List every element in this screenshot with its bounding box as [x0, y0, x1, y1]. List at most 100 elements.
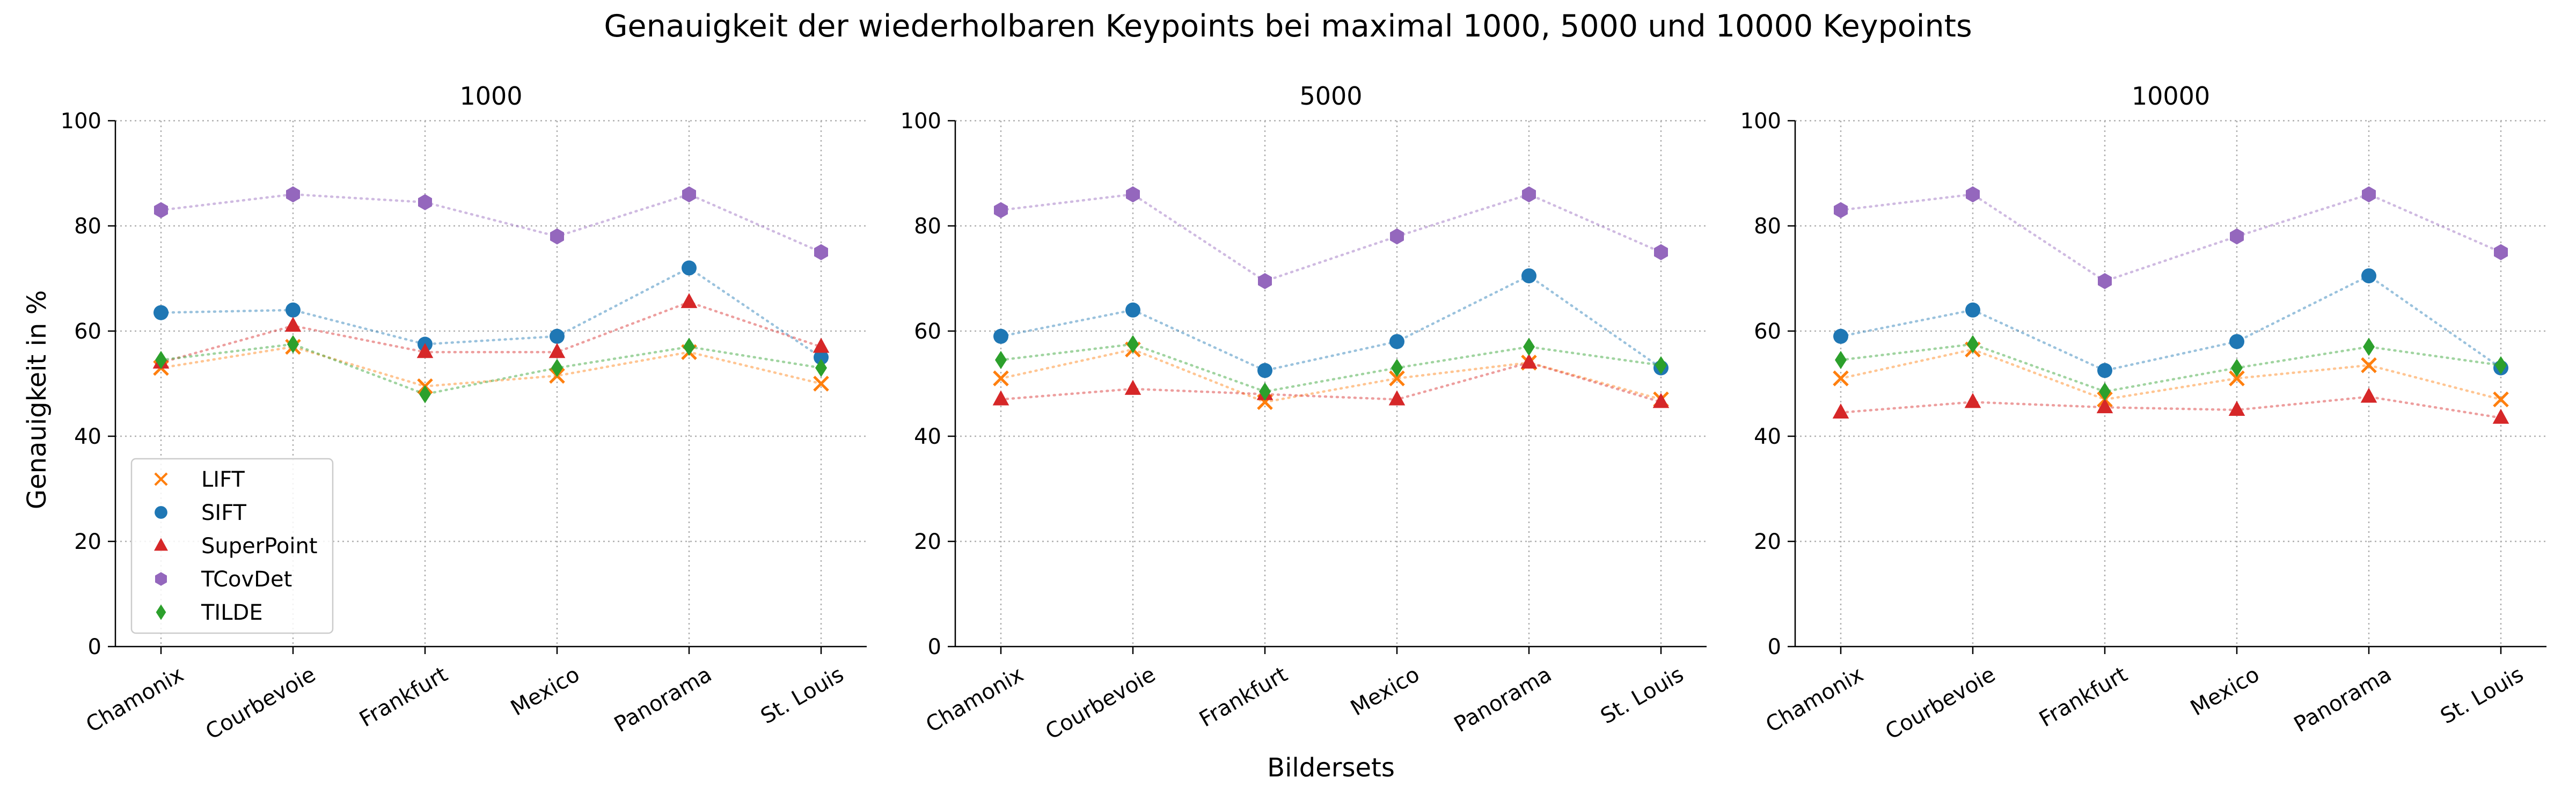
x-tick-label-chamonix: Chamonix [922, 662, 1028, 738]
y-tick-label: 100 [1740, 109, 1781, 134]
data-point-tcovdet [550, 228, 564, 245]
data-point-tilde [2495, 356, 2507, 375]
data-point-superpoint [2492, 408, 2509, 424]
legend-label-lift: LIFT [201, 467, 245, 492]
data-point-tcovdet [2494, 244, 2508, 260]
data-point-superpoint [1832, 403, 1849, 419]
panel-title: 1000 [459, 82, 522, 111]
data-point-superpoint [2228, 401, 2245, 416]
x-tick-label-frankfurt: Frankfurt [2035, 662, 2132, 732]
y-axis-label: Genauigkeit in % [22, 290, 52, 509]
series-line-tcovdet [999, 193, 1663, 283]
data-point-tcovdet [1258, 273, 1272, 289]
series-sift [993, 268, 1668, 378]
data-point-tilde [1655, 356, 1667, 375]
legend-marker-lift [154, 472, 168, 486]
panel-5000: 0 20 40 60 80 100 Chamonix Courbevoie Frankfurt M… [901, 82, 1707, 745]
data-point-superpoint [680, 293, 698, 309]
series-line-tilde [999, 343, 1663, 393]
data-point-sift [2097, 363, 2112, 378]
y-tick-label: 40 [1754, 424, 1781, 449]
data-point-superpoint [992, 390, 1009, 406]
data-point-tilde [1127, 335, 1139, 354]
data-point-tcovdet [994, 202, 1008, 218]
data-point-tilde [551, 358, 563, 377]
legend-label-superpoint: SuperPoint [201, 534, 318, 559]
legend: LIFT SIFT SuperPoint TCovDet TILDE [130, 458, 334, 634]
data-point-tilde [1391, 358, 1403, 377]
data-point-lift [2229, 370, 2245, 386]
data-point-lift [1389, 370, 1405, 386]
series-line-lift [1839, 348, 2502, 401]
legend-marker-superpoint [153, 538, 169, 551]
figure-title: Genauigkeit der wiederholbaren Keypoints… [604, 9, 1972, 44]
panel-title: 5000 [1299, 82, 1362, 111]
x-tick-label-frankfurt: Frankfurt [1195, 662, 1292, 732]
data-point-superpoint [1964, 393, 1981, 408]
data-point-tilde [815, 358, 827, 377]
legend-marker-tcovdet [155, 572, 167, 586]
data-point-sift [682, 260, 697, 276]
series-line-tcovdet [159, 193, 823, 254]
data-point-tcovdet [2362, 186, 2376, 203]
series-superpoint [992, 353, 1670, 408]
x-tick-label-panorama: Panorama [610, 662, 716, 737]
data-point-superpoint [2096, 398, 2113, 414]
series-tilde [1835, 335, 2507, 401]
series-tcovdet [154, 186, 828, 260]
data-point-sift [2229, 334, 2244, 349]
panel-title: 10000 [2132, 82, 2210, 111]
data-point-sift [1833, 328, 1848, 344]
data-point-superpoint [1124, 379, 1141, 395]
y-tick-label: 20 [914, 530, 941, 554]
y-tick-label: 20 [74, 530, 101, 554]
data-point-tcovdet [418, 194, 432, 210]
data-point-sift [2361, 268, 2376, 284]
legend-frame [130, 458, 334, 634]
series-sift [1833, 268, 2508, 378]
data-point-superpoint [284, 317, 302, 332]
x-tick-label-panorama: Panorama [1450, 662, 1556, 737]
data-point-superpoint [1652, 393, 1670, 408]
series-tcovdet [994, 186, 1668, 289]
data-point-tcovdet [814, 244, 828, 260]
x-tick-label-chamonix: Chamonix [1762, 662, 1868, 738]
panel-10000: 0 20 40 60 80 100 Chamonix Courbevoie Frankfurt M… [1740, 82, 2546, 745]
data-point-lift [993, 370, 1009, 386]
data-point-tcovdet [2098, 273, 2112, 289]
y-tick-label: 100 [61, 109, 101, 134]
data-point-tilde [287, 335, 299, 354]
data-point-sift [1389, 334, 1404, 349]
x-tick-label-courbevoie: Courbevoie [1881, 662, 2000, 745]
y-tick-label: 40 [914, 424, 941, 449]
data-point-tcovdet [682, 186, 696, 203]
legend-label-tcovdet: TCovDet [201, 567, 292, 592]
data-point-tcovdet [154, 202, 168, 218]
data-point-tcovdet [1126, 186, 1140, 203]
data-point-tcovdet [286, 186, 300, 203]
data-point-tilde [1523, 338, 1535, 356]
data-point-tilde [1835, 350, 1847, 369]
series-line-sift [999, 274, 1663, 372]
x-tick-label-mexico: Mexico [1346, 662, 1424, 721]
data-point-sift [1257, 363, 1272, 378]
series-tilde [995, 335, 1667, 401]
data-point-tilde [2231, 358, 2243, 377]
x-tick-label-st-louis: St. Louis [1597, 662, 1688, 729]
data-point-sift [814, 350, 829, 365]
x-tick-label-courbevoie: Courbevoie [201, 662, 320, 745]
data-point-lift [2493, 391, 2509, 408]
series-line-superpoint [1839, 395, 2502, 419]
series-tcovdet [1834, 186, 2508, 289]
x-tick-label-mexico: Mexico [2186, 662, 2264, 721]
y-tick-label: 0 [928, 635, 941, 659]
data-point-tilde [683, 338, 695, 356]
x-tick-label-panorama: Panorama [2290, 662, 2396, 737]
data-point-tilde [155, 350, 167, 369]
y-tick-label: 0 [1768, 635, 1781, 659]
data-point-sift [286, 302, 301, 318]
x-tick-label-mexico: Mexico [507, 662, 584, 721]
